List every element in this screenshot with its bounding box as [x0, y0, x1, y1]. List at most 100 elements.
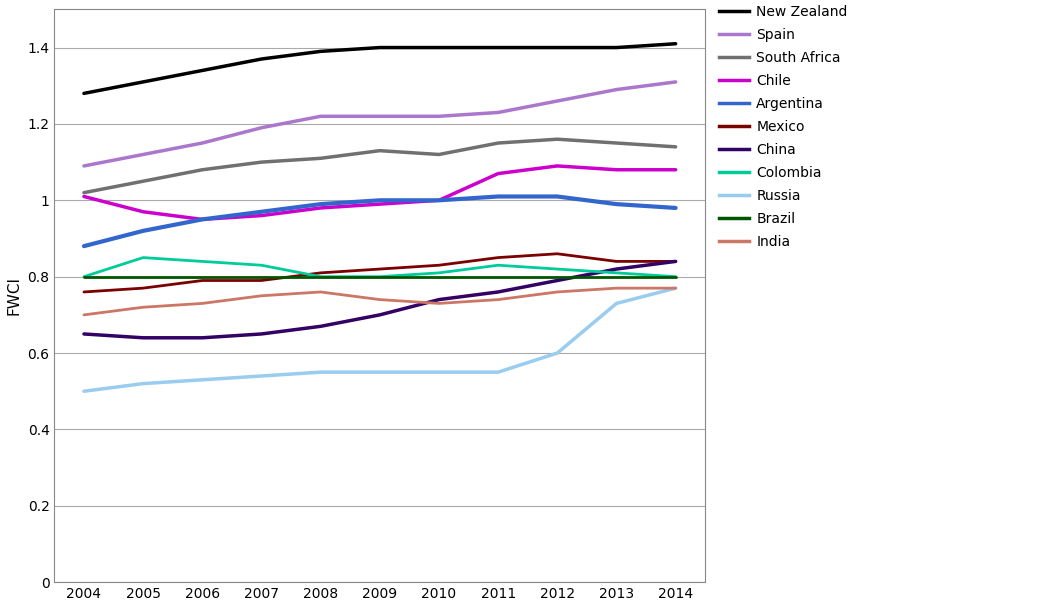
- Mexico: [137, 285, 149, 292]
- Argentina: [492, 193, 504, 200]
- India: [551, 288, 564, 295]
- New Zealand: [374, 44, 386, 51]
- Russia: [610, 300, 622, 307]
- Argentina: [137, 227, 149, 235]
- China: [432, 296, 445, 303]
- Mexico: [492, 254, 504, 261]
- Line: India: India: [84, 288, 675, 315]
- Brazil: [669, 273, 682, 280]
- Colombia: [669, 273, 682, 280]
- Chile: [374, 201, 386, 208]
- Colombia: [610, 269, 622, 277]
- China: [137, 334, 149, 342]
- Chile: [77, 193, 90, 200]
- Mexico: [314, 269, 327, 277]
- India: [137, 303, 149, 311]
- New Zealand: [669, 40, 682, 47]
- Line: South Africa: South Africa: [84, 139, 675, 193]
- Colombia: [374, 273, 386, 280]
- Y-axis label: FWCI: FWCI: [7, 276, 22, 316]
- Line: China: China: [84, 261, 675, 338]
- India: [610, 285, 622, 292]
- Argentina: [314, 201, 327, 208]
- Chile: [137, 208, 149, 215]
- China: [255, 330, 267, 337]
- Russia: [255, 372, 267, 379]
- South Africa: [374, 147, 386, 154]
- New Zealand: [77, 90, 90, 97]
- Spain: [196, 139, 209, 147]
- South Africa: [551, 136, 564, 143]
- South Africa: [77, 189, 90, 196]
- Russia: [196, 376, 209, 384]
- China: [669, 258, 682, 265]
- Mexico: [610, 258, 622, 265]
- China: [196, 334, 209, 342]
- South Africa: [137, 178, 149, 185]
- Chile: [610, 166, 622, 173]
- Argentina: [551, 193, 564, 200]
- Spain: [432, 112, 445, 120]
- Line: Russia: Russia: [84, 288, 675, 392]
- Brazil: [432, 273, 445, 280]
- China: [77, 330, 90, 337]
- Brazil: [137, 273, 149, 280]
- South Africa: [196, 166, 209, 173]
- Colombia: [77, 273, 90, 280]
- Chile: [314, 204, 327, 212]
- Colombia: [492, 261, 504, 269]
- Argentina: [669, 204, 682, 212]
- Chile: [255, 212, 267, 219]
- Chile: [551, 162, 564, 170]
- New Zealand: [255, 55, 267, 63]
- Russia: [314, 368, 327, 376]
- South Africa: [669, 143, 682, 151]
- Argentina: [374, 196, 386, 204]
- India: [374, 296, 386, 303]
- India: [196, 300, 209, 307]
- New Zealand: [610, 44, 622, 51]
- Argentina: [196, 216, 209, 223]
- Chile: [432, 196, 445, 204]
- Brazil: [610, 273, 622, 280]
- Colombia: [314, 273, 327, 280]
- Russia: [137, 380, 149, 387]
- Spain: [610, 86, 622, 93]
- Spain: [314, 112, 327, 120]
- Line: New Zealand: New Zealand: [84, 44, 675, 94]
- Russia: [551, 350, 564, 357]
- Line: Argentina: Argentina: [84, 196, 675, 246]
- India: [669, 285, 682, 292]
- Argentina: [255, 208, 267, 215]
- India: [314, 288, 327, 295]
- India: [432, 300, 445, 307]
- Spain: [137, 151, 149, 158]
- New Zealand: [432, 44, 445, 51]
- Chile: [669, 166, 682, 173]
- China: [610, 266, 622, 273]
- China: [374, 311, 386, 319]
- China: [492, 288, 504, 295]
- Line: Colombia: Colombia: [84, 258, 675, 277]
- Colombia: [551, 266, 564, 273]
- Spain: [492, 109, 504, 116]
- Brazil: [77, 273, 90, 280]
- Brazil: [255, 273, 267, 280]
- Mexico: [77, 288, 90, 295]
- Brazil: [314, 273, 327, 280]
- Argentina: [610, 201, 622, 208]
- New Zealand: [137, 78, 149, 86]
- Russia: [77, 388, 90, 395]
- Mexico: [374, 266, 386, 273]
- Mexico: [669, 258, 682, 265]
- Colombia: [137, 254, 149, 261]
- Spain: [374, 112, 386, 120]
- Colombia: [196, 258, 209, 265]
- Spain: [551, 97, 564, 105]
- South Africa: [492, 139, 504, 147]
- Mexico: [255, 277, 267, 284]
- Spain: [669, 78, 682, 86]
- Argentina: [77, 243, 90, 250]
- Line: Mexico: Mexico: [84, 254, 675, 292]
- Spain: [77, 162, 90, 170]
